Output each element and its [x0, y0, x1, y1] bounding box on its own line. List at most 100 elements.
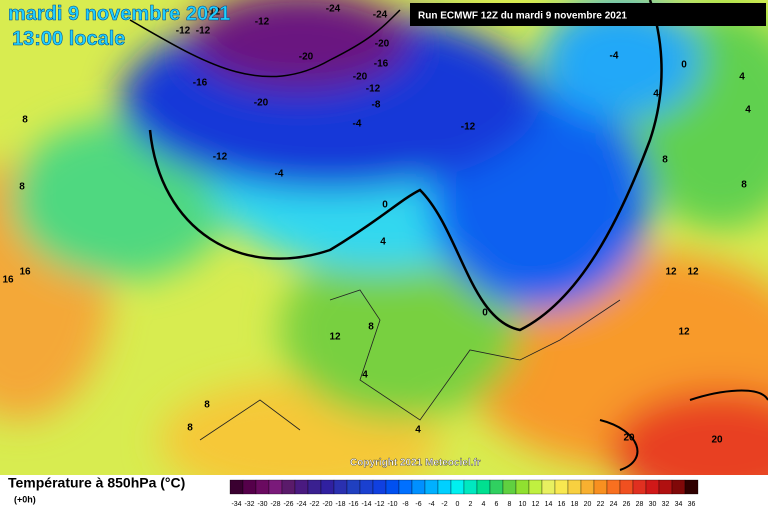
scale-label: -30	[257, 501, 267, 508]
contour-label: 0	[681, 60, 687, 71]
scale-cell	[541, 479, 556, 495]
contour-label: 4	[362, 370, 368, 381]
scale-cell	[580, 479, 595, 495]
scale-cell	[346, 479, 361, 495]
contour-label: -20	[299, 52, 314, 63]
scale-label: -34	[231, 501, 241, 508]
contour-label: -24	[326, 4, 341, 15]
scale-label: 36	[688, 501, 696, 508]
contour-labels: -12 -24-24-12-12 -12-20-20-16-20-12-8-16-2…	[2, 4, 751, 446]
scale-cell	[619, 479, 634, 495]
scale-label: 32	[662, 501, 670, 508]
scale-label: 18	[571, 501, 579, 508]
scale-cell	[359, 479, 374, 495]
scale-label: -26	[283, 501, 293, 508]
scale-label: 30	[649, 501, 657, 508]
scale-label: 12	[532, 501, 540, 508]
time-title: 13:00 locale	[12, 28, 125, 50]
contour-label: 8	[368, 322, 374, 333]
scale-cell	[645, 479, 660, 495]
contour-label: -16	[374, 59, 389, 70]
contour-label: 0	[482, 308, 488, 319]
contour-label: 8	[187, 423, 193, 434]
contour-label: 8	[741, 180, 747, 191]
scale-label: -6	[415, 501, 421, 508]
scale-cell	[385, 479, 400, 495]
contour-label: -12	[366, 84, 381, 95]
scale-label: 6	[495, 501, 499, 508]
scale-label: 22	[597, 501, 605, 508]
contour-label: -12	[255, 17, 270, 28]
scale-label: -20	[322, 501, 332, 508]
scale-cell	[658, 479, 673, 495]
color-scale: -34 -32 -30 -28 -26 -24 -22 -20 -18 -16 -14 -12 -10-…	[229, 479, 699, 508]
scale-label: -24	[296, 501, 306, 508]
contour-label: -16	[193, 78, 208, 89]
scale-label: 24	[610, 501, 618, 508]
scale-cell	[489, 479, 504, 495]
contour-label: -20	[254, 98, 269, 109]
scale-cell	[476, 479, 491, 495]
contour-label: 12	[678, 327, 690, 338]
scale-label: 2	[469, 501, 473, 508]
scale-label: -32	[244, 501, 254, 508]
scale-label: -10	[387, 501, 397, 508]
contour-label: -12	[461, 122, 476, 133]
contour-label: 4	[380, 237, 386, 248]
contour-label: -20	[375, 39, 390, 50]
scale-label: -8	[402, 501, 408, 508]
run-info: Run ECMWF 12Z du mardi 9 novembre 2021	[418, 11, 627, 22]
scale-cell	[398, 479, 413, 495]
contour-label: -4	[610, 51, 619, 62]
scale-cell	[528, 479, 543, 495]
scale-cell	[333, 479, 348, 495]
contour-label: 12	[665, 267, 677, 278]
contour-label: -12	[176, 26, 191, 37]
scale-label: 34	[675, 501, 683, 508]
contour-label: -12	[206, 7, 221, 18]
contour-label: -20	[353, 72, 368, 83]
contour-label: 12	[687, 267, 699, 278]
scale-cell	[255, 479, 270, 495]
scale-cell	[411, 479, 426, 495]
scale-cell	[424, 479, 439, 495]
scale-cell	[281, 479, 296, 495]
scale-cell	[294, 479, 309, 495]
scale-label: 14	[545, 501, 553, 508]
contour-label: 8	[204, 400, 210, 411]
contour-label: -12	[213, 152, 228, 163]
scale-cell	[515, 479, 530, 495]
contour-label: -24	[373, 10, 388, 21]
scale-cell	[463, 479, 478, 495]
scale-cell	[242, 479, 257, 495]
scale-cell	[268, 479, 283, 495]
contour-label: -4	[275, 169, 284, 180]
scale-label: 20	[584, 501, 592, 508]
contour-label: 4	[653, 89, 659, 100]
contour-label: -12	[196, 26, 211, 37]
contour-label: 20	[623, 433, 635, 444]
contour-label: 8	[662, 155, 668, 166]
contour-label: 4	[745, 105, 751, 116]
run-box	[410, 3, 766, 26]
scale-cell	[593, 479, 608, 495]
scale-cell	[502, 479, 517, 495]
scale-cell	[320, 479, 335, 495]
scale-cell	[567, 479, 582, 495]
copyright: Copyright 2021 Meteociel.fr	[350, 458, 481, 469]
scale-cell	[632, 479, 647, 495]
contour-label: 4	[739, 72, 745, 83]
scale-label: -12	[374, 501, 384, 508]
scale-label: -28	[270, 501, 280, 508]
contour-label: 16	[19, 267, 31, 278]
legend-title: Température à 850hPa (°C)	[8, 475, 185, 491]
contour-label: 4	[415, 425, 421, 436]
scale-cell	[671, 479, 686, 495]
scale-cell	[684, 479, 699, 495]
scale-label: 26	[623, 501, 631, 508]
scale-cell	[372, 479, 387, 495]
date-title: mardi 9 novembre 2021	[8, 3, 230, 25]
